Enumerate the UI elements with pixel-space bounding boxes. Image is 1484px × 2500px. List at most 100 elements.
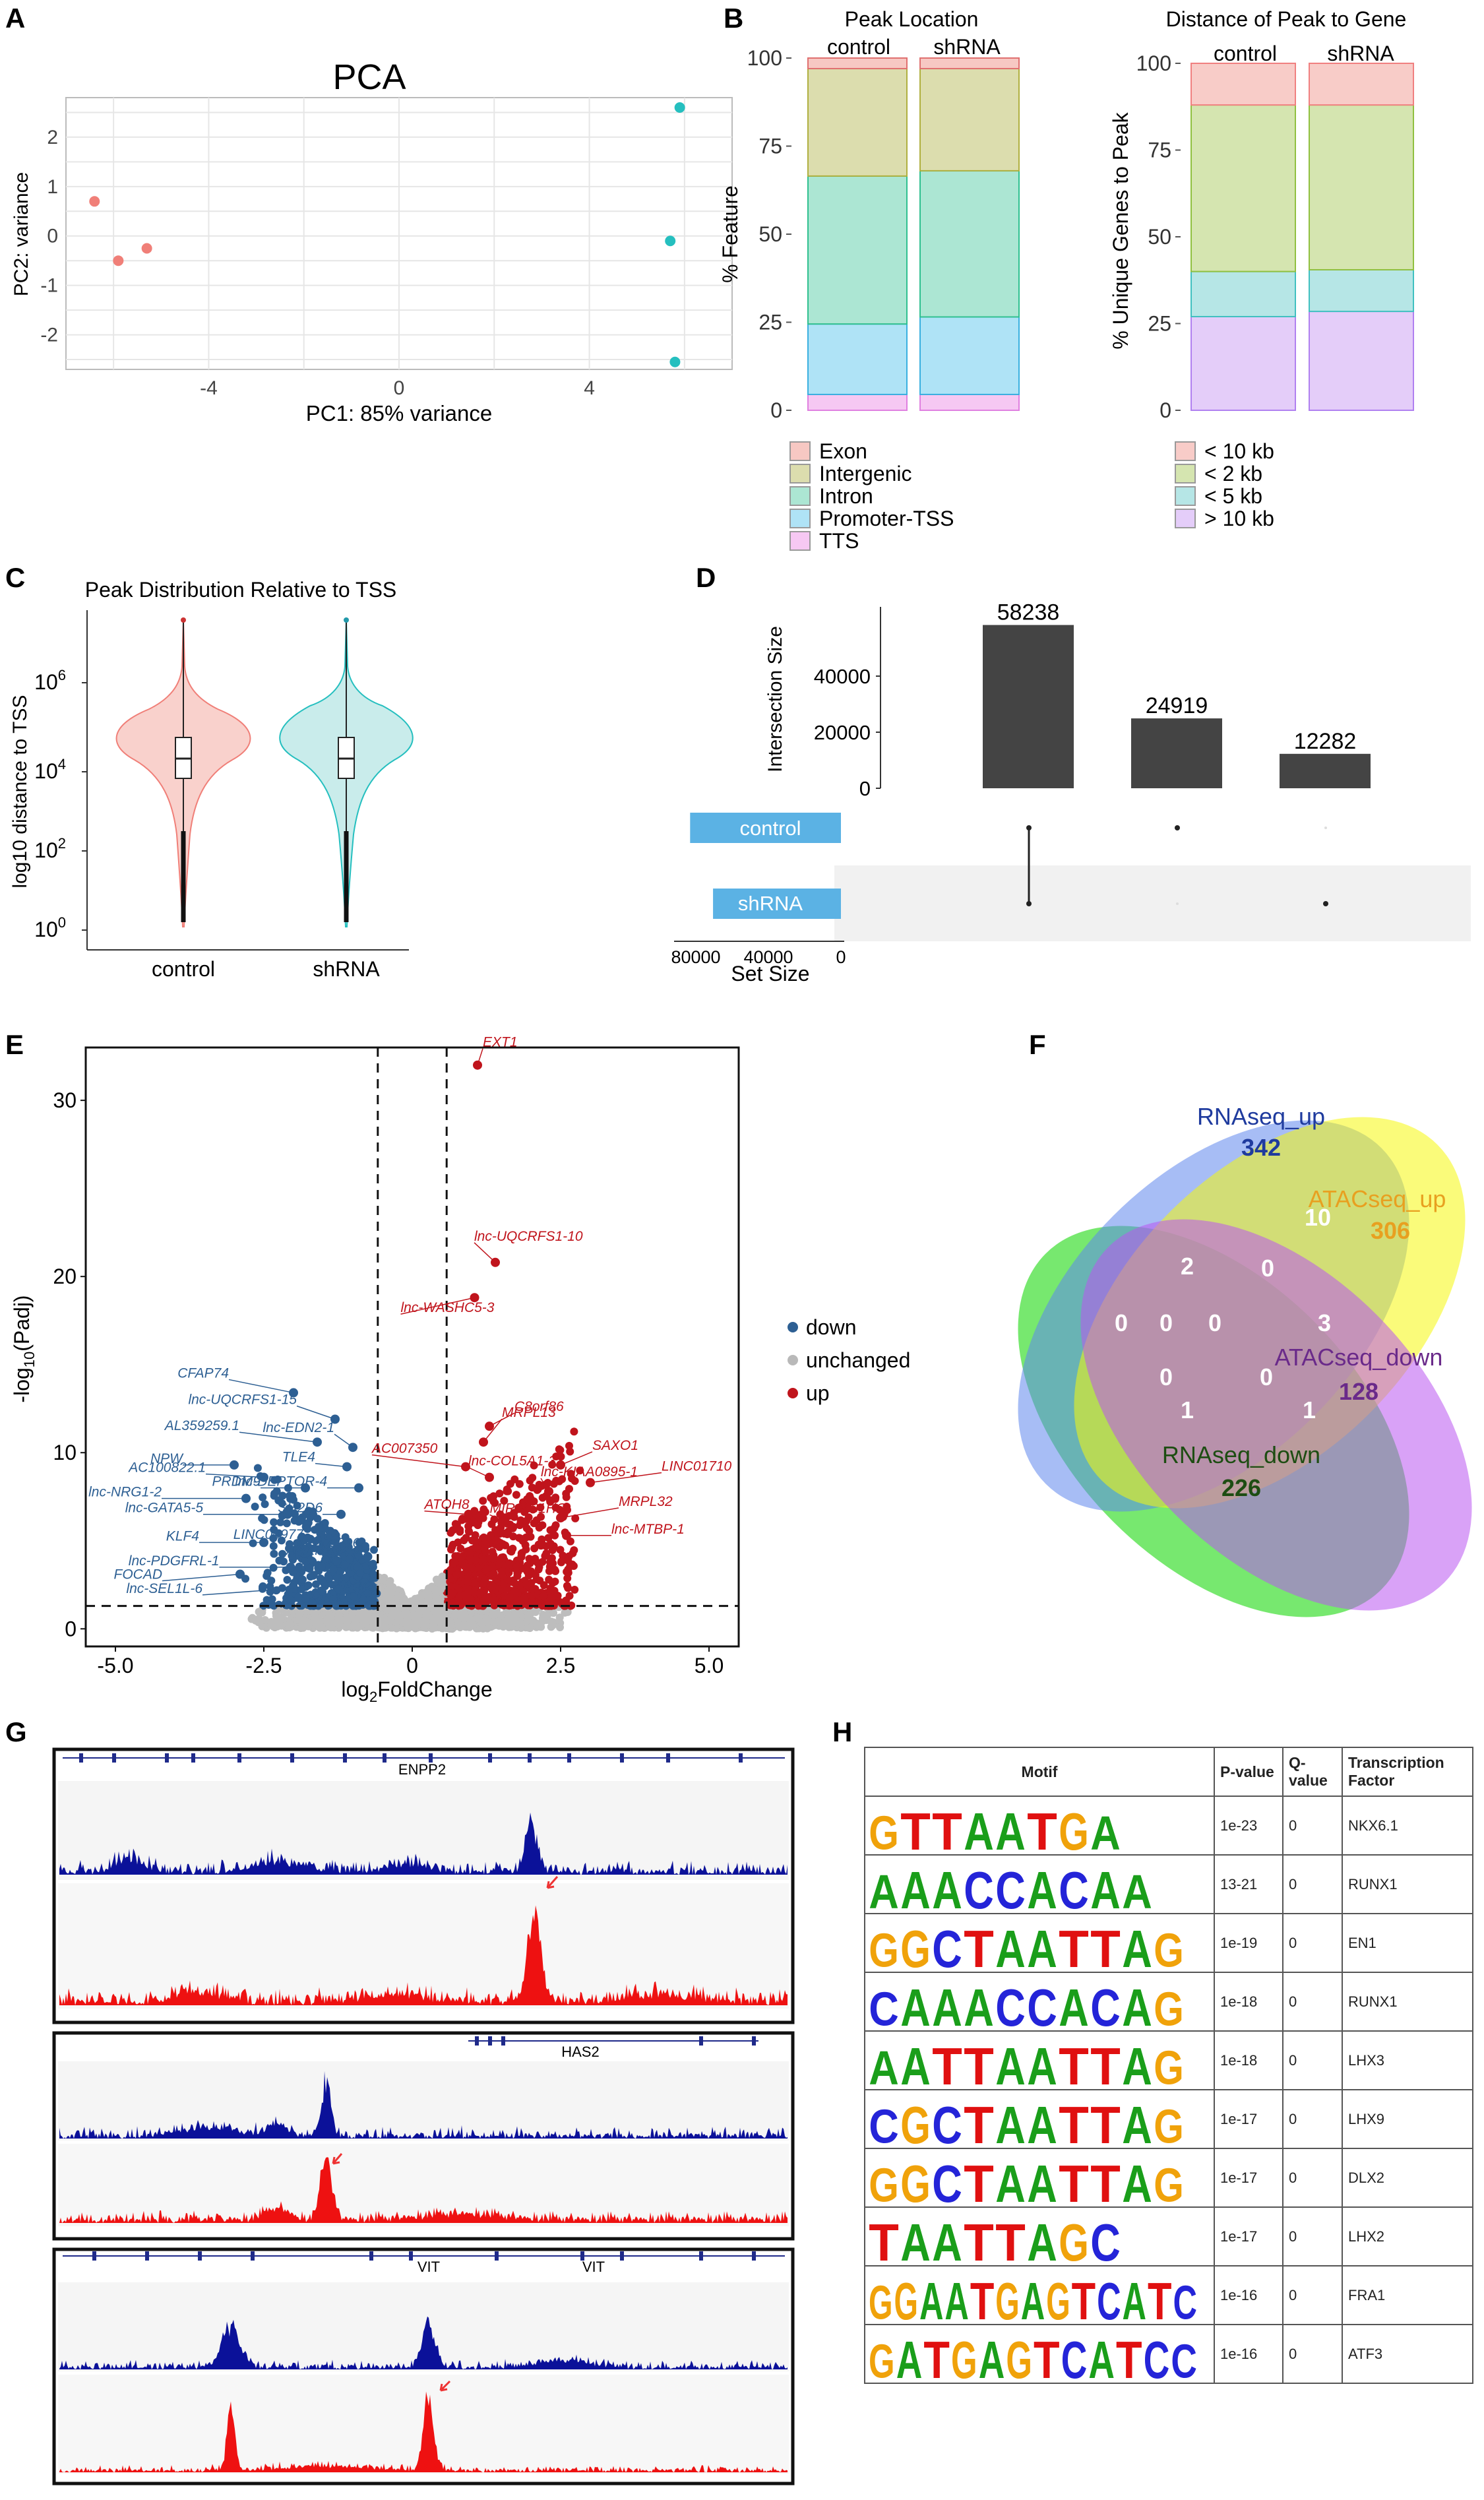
motif-p-value: 1e-17 <box>1214 2148 1283 2208</box>
y-tick-label: 50 <box>1148 225 1171 249</box>
volcano-point-up <box>471 1531 479 1540</box>
stacked-segment-tts <box>807 393 908 411</box>
volcano-point <box>576 1466 584 1475</box>
volcano-point <box>437 1621 446 1630</box>
motif-table-header: Motif P-value Q-value Transcription Fact… <box>864 1747 1473 1797</box>
stacked-segment--10-kb <box>1190 315 1296 412</box>
volcano-gene-label: lnc-WASHC5-3 <box>401 1300 495 1315</box>
motif-transcription-factor: LHX9 <box>1342 2089 1473 2149</box>
volcano-leader-line <box>228 1379 294 1394</box>
motif-p-value: 13-21 <box>1214 1854 1283 1914</box>
venn-region-count: 0 <box>1115 1309 1128 1336</box>
y-tick-label: 100 <box>747 46 782 70</box>
volcano-point <box>317 1586 326 1594</box>
legend-label: Promoter-TSS <box>819 507 954 530</box>
volcano-point-up <box>563 1567 571 1576</box>
motif-letter: T <box>995 2213 1026 2263</box>
upset-dot-control-only <box>1175 825 1180 830</box>
motif-row: C A A A C C A C A G 1e-18 0 RUNX1 <box>864 1972 1473 2032</box>
volcano-leader-line <box>334 1433 354 1448</box>
volcano-point <box>304 1622 313 1631</box>
header-transcription-factor: Transcription Factor <box>1342 1747 1473 1797</box>
motif-letter: A <box>1090 1861 1121 1911</box>
stacked-segment--10-kb <box>1309 63 1414 106</box>
exon <box>290 1753 294 1763</box>
volcano-point-up <box>551 1565 559 1574</box>
motif-letter: C <box>869 2100 899 2146</box>
motif-p-value: 1e-19 <box>1214 1913 1283 1973</box>
stacked-segment--10-kb <box>1190 63 1296 106</box>
motif-letter: T <box>923 2330 950 2381</box>
volcano-point <box>336 1567 345 1576</box>
gene-name-has2: HAS2 <box>561 2044 599 2060</box>
motif-q-value: 0 <box>1282 2324 1343 2384</box>
upset-set-label-control: control <box>739 817 801 840</box>
motif-letter: T <box>1090 2096 1121 2146</box>
upset-y-label: Intersection Size <box>764 626 786 772</box>
volcano-leader-line <box>400 1297 475 1315</box>
y-tick-label: 25 <box>758 311 782 334</box>
motif-letter: A <box>869 1865 899 1911</box>
volcano-point-up <box>523 1580 531 1589</box>
exon <box>699 2036 703 2046</box>
volcano-point-up <box>506 1593 514 1602</box>
volcano-y-tick-label: 20 <box>53 1265 77 1288</box>
motif-letter: C <box>869 1983 899 2028</box>
volcano-point <box>318 1623 326 1632</box>
venn-label-atacseq-up: ATACseq_up <box>1309 1185 1446 1212</box>
legend-dot-up <box>788 1388 798 1398</box>
volcano-point-up <box>516 1521 524 1530</box>
stacked-segment-promoter-tss <box>807 323 908 395</box>
volcano-point-down <box>305 1565 314 1573</box>
motif-letter: A <box>1122 2154 1152 2204</box>
volcano-leader-line <box>540 1478 549 1492</box>
pca-y-tick-label: 2 <box>47 127 58 148</box>
panel-label-b: B <box>724 3 743 34</box>
upset-dot-control-only-empty <box>1176 902 1179 905</box>
upset-bar <box>1280 753 1371 788</box>
coverage-track-control <box>59 2071 788 2139</box>
volcano-point-down <box>354 1563 361 1571</box>
volcano-point <box>431 1585 439 1594</box>
motif-q-value: 0 <box>1282 1913 1343 1973</box>
volcano-point-up <box>482 1565 491 1573</box>
volcano-point-up <box>495 1489 504 1498</box>
violin-outlier-control <box>181 617 186 623</box>
volcano-leader-line <box>483 1418 503 1443</box>
track-bg-shrna <box>58 1883 789 2009</box>
motif-q-value: 0 <box>1282 1796 1343 1856</box>
motif-row: G G C T A A T T A G 1e-19 0 EN1 <box>864 1913 1473 1973</box>
volcano-point <box>432 1575 441 1584</box>
volcano-point-up <box>447 1546 455 1553</box>
volcano-point-up <box>470 1579 478 1587</box>
volcano-point-up <box>561 1597 570 1605</box>
volcano-point <box>261 1500 269 1509</box>
volcano-plot-area <box>84 1046 740 1648</box>
volcano-point-down <box>274 1496 283 1505</box>
volcano-point-up <box>509 1532 518 1541</box>
motif-transcription-factor: NKX6.1 <box>1342 1796 1473 1856</box>
motif-letter: A <box>1122 1865 1152 1911</box>
volcano-point <box>447 1619 455 1627</box>
motif-transcription-factor: LHX3 <box>1342 2030 1473 2090</box>
motif-letter: A <box>1027 2213 1057 2263</box>
volcano-point <box>253 1464 262 1472</box>
volcano-point-down <box>363 1589 372 1597</box>
motif-letter: G <box>995 2272 1020 2322</box>
volcano-gene-label: LRPPRC <box>317 1579 373 1594</box>
volcano-point <box>341 1573 350 1582</box>
volcano-point-up <box>522 1545 530 1553</box>
volcano-gene-label: AC007350 <box>371 1441 438 1456</box>
upset-bar-value: 12282 <box>1294 729 1357 754</box>
volcano-point-up <box>503 1485 511 1493</box>
motif-letter: A <box>1090 1807 1121 1852</box>
panel-f-venn: F RNAseq_up 342 ATACseq_up 306 ATACseq_d… <box>1018 1029 1472 1617</box>
volcano-point <box>259 1493 267 1502</box>
legend-label: TTS <box>819 529 859 553</box>
peak-arrow-icon <box>439 2380 451 2392</box>
motif-letter: T <box>932 2037 962 2087</box>
